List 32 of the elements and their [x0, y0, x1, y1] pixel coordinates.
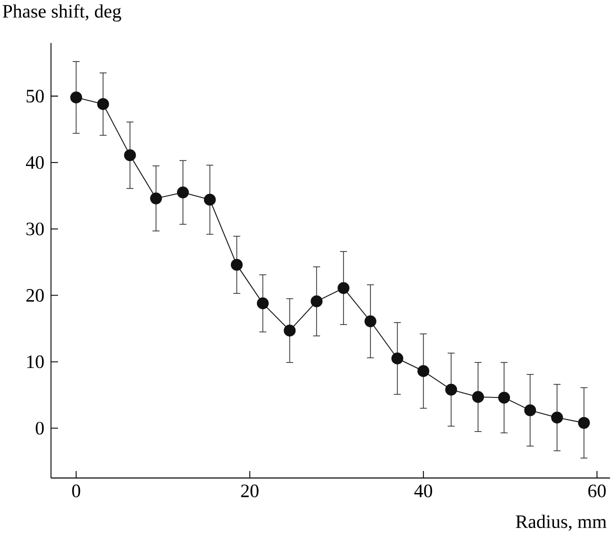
point [364, 315, 376, 328]
point [417, 365, 430, 378]
point [177, 186, 189, 198]
point [391, 352, 404, 364]
point [472, 391, 484, 403]
point [498, 392, 510, 404]
point [551, 412, 563, 424]
point [338, 282, 350, 294]
point [256, 297, 269, 310]
point [70, 92, 82, 104]
point [445, 384, 458, 396]
point [97, 98, 110, 110]
y-tick-label: 20 [26, 288, 44, 302]
y-tick-label: 50 [26, 90, 44, 103]
point [124, 149, 136, 162]
point [150, 192, 162, 204]
x-tick-label: 0 [72, 484, 80, 498]
point [310, 295, 323, 308]
y-tick-label: 30 [26, 222, 44, 236]
y-axis-title: Phase shift, deg [2, 4, 122, 22]
y-tick-label: 40 [26, 156, 44, 169]
x-tick-label: 60 [588, 484, 606, 498]
point [204, 194, 216, 206]
point [524, 404, 536, 416]
point [230, 258, 243, 271]
x-tick-label: 20 [241, 484, 259, 498]
y-tick-label: 0 [36, 422, 44, 435]
y-tick-label: 10 [27, 355, 44, 368]
point [578, 416, 590, 429]
x-axis-title: Radius, mm [516, 514, 607, 531]
point [284, 324, 296, 336]
x-tick-label: 40 [414, 484, 432, 498]
